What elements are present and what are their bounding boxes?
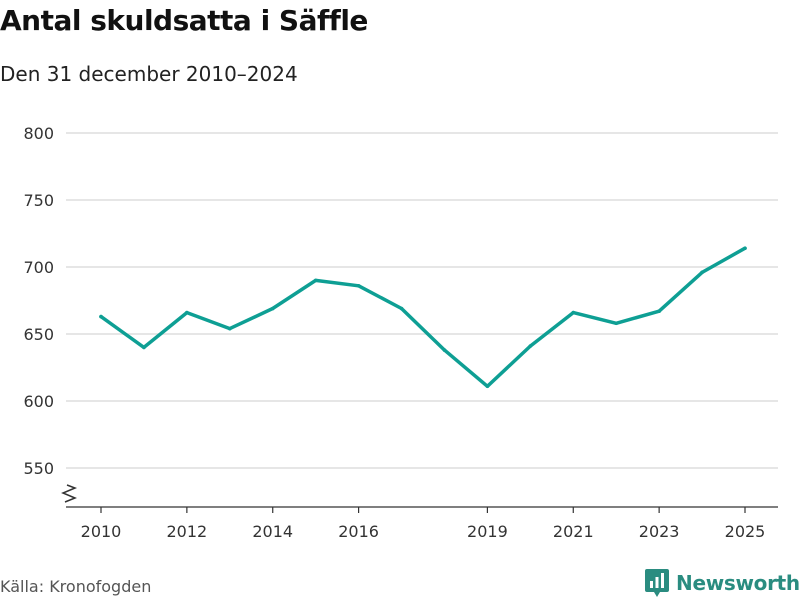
data-point [185, 310, 189, 315]
data-point [485, 384, 490, 389]
line-chart: 550 600 650 700 750 800 2010 2012 2014 2016 2019 20… [23, 124, 778, 541]
x-tick-label: 2016 [338, 522, 379, 541]
series-line [99, 246, 747, 389]
axis-break-icon [61, 484, 78, 503]
y-tick-label: 750 [23, 191, 54, 210]
data-point [270, 306, 275, 311]
x-tick-label: 2012 [167, 522, 208, 541]
data-point [743, 246, 747, 251]
source-note: Källa: Kronofogden [0, 577, 152, 596]
x-tick-label: 2014 [252, 522, 293, 541]
y-tick-label: 650 [23, 325, 54, 344]
data-point [614, 321, 618, 326]
brand-logo: Newsworthy [644, 568, 800, 598]
brand-name: Newsworthy [676, 571, 800, 595]
y-tick-label: 550 [23, 459, 54, 478]
data-point [399, 306, 404, 311]
bar-chart-icon [645, 569, 669, 597]
data-point [442, 348, 447, 352]
data-point [571, 310, 576, 315]
data-point [228, 326, 232, 331]
x-tick-label: 2010 [81, 522, 122, 541]
data-point [528, 344, 533, 348]
data-point [142, 345, 146, 350]
data-point [700, 270, 704, 275]
data-point [657, 309, 661, 314]
chart-title: Antal skuldsatta i Säffle [0, 4, 368, 37]
x-tick-label: 2023 [639, 522, 680, 541]
x-tick-label: 2025 [725, 522, 766, 541]
data-point [313, 278, 318, 283]
x-tick-label: 2019 [467, 522, 508, 541]
x-tick-label: 2021 [553, 522, 594, 541]
y-tick-label: 700 [23, 258, 54, 277]
y-tick-label: 600 [23, 392, 54, 411]
data-point [99, 314, 103, 319]
y-tick-label: 800 [23, 124, 54, 143]
chart-subtitle: Den 31 december 2010–2024 [0, 62, 298, 86]
data-point [356, 283, 361, 288]
